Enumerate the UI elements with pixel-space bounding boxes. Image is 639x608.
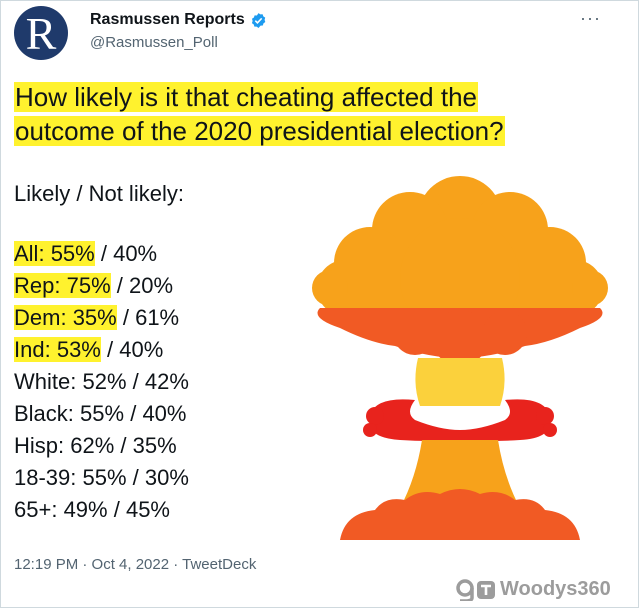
result-row: All: 55% / 40% — [14, 241, 158, 266]
result-group: 65+: — [14, 497, 58, 522]
result-row: Rep: 75% / 20% — [14, 273, 174, 298]
result-group: Dem: — [14, 305, 67, 330]
cloud-cap-lower — [317, 308, 603, 366]
result-row: 18-39: 55% / 30% — [14, 465, 189, 490]
cloud-ring — [363, 399, 557, 441]
cloud-stem — [415, 358, 505, 406]
tweet-question: How likely is it that cheating affected … — [14, 80, 505, 148]
result-group: Rep: — [14, 273, 61, 298]
question-line-1: How likely is it that cheating affected … — [14, 82, 478, 112]
result-group: 18-39: — [14, 465, 77, 490]
avatar-letter: R — [25, 8, 57, 59]
result-likely: 55% — [50, 241, 95, 266]
result-group: Hisp: — [14, 433, 65, 458]
result-not-likely: 40% — [119, 337, 164, 362]
result-not-likely: 40% — [113, 241, 158, 266]
result-group: Ind: — [14, 337, 51, 362]
result-likely: 52% — [82, 369, 127, 394]
result-not-likely: 42% — [144, 369, 189, 394]
result-row: Hisp: 62% / 35% — [14, 433, 177, 458]
result-not-likely: 20% — [129, 273, 174, 298]
result-likely: 49% — [63, 497, 108, 522]
result-row: Ind: 53% / 40% — [14, 337, 164, 362]
author-handle[interactable]: @Rasmussen_Poll — [90, 34, 218, 51]
watermark-text: Woodys360 — [500, 578, 611, 600]
cloud-lower-stem — [400, 440, 520, 508]
verified-badge-icon — [251, 12, 266, 28]
result-group: White: — [14, 369, 77, 394]
result-row: Dem: 35% / 61% — [14, 305, 180, 330]
result-likely: 35% — [72, 305, 117, 330]
question-line-2: outcome of the 2020 presidential electio… — [14, 116, 505, 146]
result-likely: 75% — [66, 273, 111, 298]
avatar[interactable]: R — [14, 6, 68, 60]
result-likely: 53% — [56, 337, 101, 362]
result-row: Black: 55% / 40% — [14, 401, 187, 426]
result-not-likely: 45% — [125, 497, 170, 522]
result-row: White: 52% / 42% — [14, 369, 189, 394]
watermark: Woodys360 — [456, 578, 611, 601]
results-subheading: Likely / Not likely: — [14, 181, 184, 206]
result-not-likely: 35% — [132, 433, 177, 458]
tweet-timestamp[interactable]: 12:19 PM · Oct 4, 2022 · TweetDeck — [14, 556, 257, 573]
result-row: 65+: 49% / 45% — [14, 497, 170, 522]
author-name[interactable]: Rasmussen Reports — [90, 11, 245, 28]
results-list: Likely / Not likely: All: 55% / 40% Rep:… — [14, 178, 189, 526]
result-not-likely: 30% — [144, 465, 189, 490]
more-options-icon[interactable]: ··· — [580, 8, 601, 28]
result-group: Black: — [14, 401, 74, 426]
result-likely: 55% — [80, 401, 125, 426]
mushroom-cloud-icon — [312, 176, 608, 540]
result-likely: 55% — [82, 465, 127, 490]
result-group: All: — [14, 241, 45, 266]
result-likely: 62% — [70, 433, 115, 458]
cloud-base — [340, 489, 580, 540]
result-not-likely: 40% — [142, 401, 187, 426]
watermark-logo-icon — [456, 578, 495, 601]
author-row: Rasmussen Reports — [90, 11, 267, 29]
result-not-likely: 61% — [135, 305, 180, 330]
